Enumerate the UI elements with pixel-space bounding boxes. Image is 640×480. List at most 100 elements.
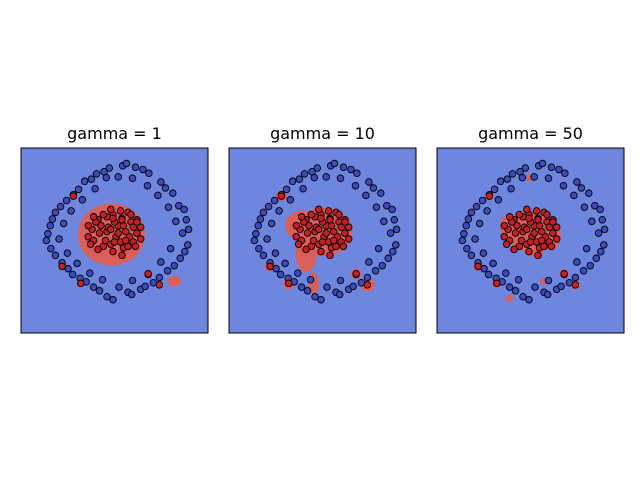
data-point-class-1 (133, 229, 141, 237)
data-point-class-0 (392, 225, 401, 234)
data-point-class-0 (163, 267, 172, 275)
data-point-class-1 (322, 229, 330, 237)
data-point-class-0 (479, 249, 488, 257)
data-point-class-0 (299, 184, 307, 193)
data-point-class-0 (256, 215, 265, 223)
data-point-class-0 (308, 167, 316, 176)
data-point-class-0 (386, 229, 395, 237)
data-point-class-0 (271, 249, 280, 257)
data-point-class-0 (55, 235, 63, 243)
data-point-class-1 (505, 213, 514, 221)
data-point-class-0 (252, 230, 260, 238)
data-point-class-1 (294, 240, 303, 248)
data-point-class-1 (344, 223, 353, 231)
data-point-class-0 (472, 202, 481, 211)
axes-frame (20, 147, 209, 334)
data-point-class-1 (571, 281, 580, 289)
panel-title: gamma = 1 (67, 124, 162, 143)
data-point-class-0 (250, 236, 259, 245)
data-point-class-0 (585, 189, 593, 197)
data-point-class-1 (549, 229, 557, 237)
data-point-class-1 (97, 221, 105, 230)
data-point-class-1 (118, 216, 126, 224)
data-point-class-0 (67, 207, 75, 215)
data-point-class-0 (538, 159, 547, 168)
data-point-class-0 (347, 165, 355, 174)
data-point-class-0 (508, 170, 517, 178)
data-point-class-1 (326, 251, 334, 260)
data-point-class-1 (118, 251, 126, 260)
data-point-class-0 (570, 191, 578, 200)
data-point-class-0 (114, 173, 122, 181)
data-point-class-0 (182, 216, 191, 224)
data-point-class-1 (110, 238, 119, 246)
panel-title: gamma = 50 (478, 124, 583, 143)
data-point-class-0 (56, 202, 65, 211)
data-point-class-0 (175, 201, 183, 210)
data-point-class-0 (263, 235, 271, 243)
data-point-class-0 (80, 177, 89, 186)
data-point-class-1 (485, 192, 494, 200)
data-point-class-0 (73, 259, 81, 268)
data-point-class-0 (127, 290, 136, 299)
data-point-class-0 (478, 196, 487, 205)
data-point-class-1 (303, 229, 312, 237)
data-point-class-0 (105, 164, 114, 172)
data-point-class-0 (383, 201, 391, 210)
data-point-class-0 (511, 287, 520, 295)
data-point-class-0 (591, 201, 599, 210)
data-point-class-1 (511, 229, 520, 237)
data-point-class-1 (266, 262, 274, 271)
data-point-class-0 (475, 219, 484, 228)
data-point-class-0 (351, 181, 360, 190)
data-point-class-0 (544, 174, 553, 183)
data-point-class-0 (303, 287, 312, 295)
data-point-class-0 (600, 225, 609, 234)
data-point-class-0 (600, 241, 608, 249)
data-point-class-0 (544, 276, 553, 285)
data-point-class-0 (62, 196, 71, 205)
data-point-class-0 (286, 196, 295, 204)
data-point-class-0 (467, 208, 476, 217)
data-point-class-0 (559, 181, 568, 190)
data-point-class-0 (139, 165, 147, 174)
data-point-class-1 (545, 223, 553, 231)
data-point-class-0 (128, 174, 137, 183)
data-point-class-1 (547, 242, 556, 251)
data-point-class-0 (380, 217, 388, 226)
data-point-class-0 (322, 173, 330, 181)
data-point-class-0 (115, 283, 123, 291)
data-point-class-0 (388, 205, 396, 214)
data-point-class-0 (374, 244, 383, 253)
data-point-class-0 (294, 269, 302, 277)
data-point-class-0 (122, 159, 131, 168)
data-point-class-0 (594, 229, 603, 237)
data-point-class-0 (502, 269, 510, 277)
data-point-class-0 (157, 178, 165, 186)
data-point-class-1 (549, 218, 557, 226)
data-point-class-1 (307, 210, 316, 219)
data-point-class-0 (592, 254, 601, 263)
data-point-class-0 (557, 282, 565, 291)
data-point-class-1 (129, 223, 137, 231)
data-point-class-1 (144, 270, 152, 278)
data-point-class-0 (577, 184, 586, 192)
data-point-class-0 (588, 217, 596, 226)
data-point-class-0 (297, 283, 306, 291)
data-point-class-0 (68, 270, 77, 279)
data-point-class-1 (552, 223, 561, 231)
data-point-class-1 (341, 218, 349, 226)
data-point-class-1 (315, 225, 323, 234)
data-point-class-1 (515, 210, 524, 219)
data-point-class-1 (474, 262, 482, 271)
data-point-class-1 (526, 238, 535, 246)
data-point-class-0 (281, 259, 289, 268)
data-point-class-0 (330, 159, 339, 168)
data-point-class-0 (86, 269, 94, 277)
data-point-class-0 (555, 165, 563, 174)
data-point-class-0 (59, 219, 68, 228)
data-point-class-1 (532, 207, 541, 215)
data-point-class-0 (48, 215, 57, 223)
data-point-class-0 (531, 283, 539, 291)
data-point-class-1 (560, 270, 568, 278)
